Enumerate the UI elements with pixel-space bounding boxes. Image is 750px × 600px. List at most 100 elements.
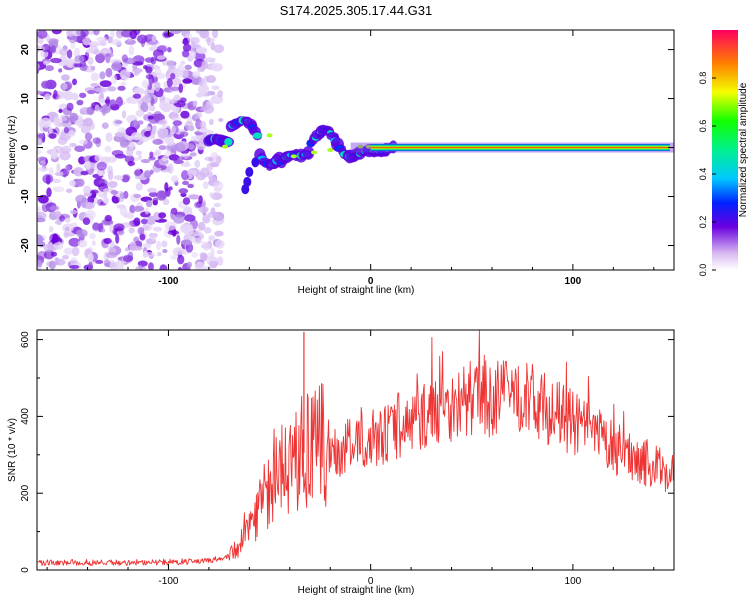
noise-speck — [99, 80, 112, 88]
noise-speck — [184, 64, 192, 71]
noise-speck — [137, 120, 144, 125]
noise-speck — [63, 247, 73, 256]
noise-speck — [110, 30, 115, 39]
noise-speck — [180, 222, 193, 233]
noise-speck — [177, 266, 183, 270]
noise-speck — [85, 160, 91, 170]
noise-speck — [45, 175, 51, 185]
noise-speck — [178, 83, 184, 94]
noise-speck — [159, 100, 168, 111]
noise-speck — [61, 254, 69, 260]
noise-speck — [79, 92, 87, 99]
noise-speck — [120, 81, 127, 87]
noise-speck — [140, 102, 149, 113]
signal-peak — [357, 144, 364, 149]
noise-speck — [171, 229, 177, 237]
signal-offshoot — [245, 167, 254, 178]
noise-speck — [53, 241, 64, 250]
noise-speck — [115, 233, 120, 244]
noise-speck — [51, 30, 62, 35]
noise-speck — [119, 192, 125, 200]
noise-speck — [159, 264, 168, 270]
noise-speck — [211, 85, 220, 91]
noise-speck — [177, 254, 185, 265]
noise-speck — [69, 209, 78, 215]
noise-speck — [127, 161, 136, 166]
colorbar-tick-label: 0.6 — [698, 120, 708, 133]
noise-speck — [79, 106, 92, 115]
noise-speck — [144, 57, 155, 63]
noise-speck — [140, 218, 148, 225]
noise-speck — [58, 108, 63, 114]
noise-speck — [88, 122, 96, 130]
noise-speck — [215, 239, 225, 249]
noise-speck — [71, 246, 80, 257]
colorbar-label: Normalized spectral amplitude — [738, 82, 749, 217]
noise-speck — [124, 155, 135, 163]
noise-speck — [144, 88, 150, 98]
noise-speck — [189, 51, 196, 60]
noise-speck — [121, 174, 131, 181]
noise-speck — [69, 142, 77, 148]
noise-speck — [103, 237, 112, 245]
noise-speck — [197, 66, 205, 73]
colorbar-tick-label: 0.2 — [698, 216, 708, 229]
noise-speck — [152, 197, 159, 204]
noise-speck — [126, 211, 135, 220]
noise-speck — [203, 57, 216, 63]
noise-speck — [132, 64, 138, 70]
noise-speck — [133, 119, 138, 128]
noise-speck — [215, 216, 225, 221]
noise-speck — [209, 192, 214, 198]
signal-peak — [222, 144, 229, 149]
noise-speck — [158, 145, 167, 151]
noise-speck — [95, 259, 104, 264]
noise-speck — [49, 205, 60, 211]
noise-speck — [37, 133, 44, 139]
noise-speck — [195, 30, 208, 35]
noise-speck — [201, 199, 207, 208]
noise-speck — [208, 235, 216, 241]
noise-speck — [62, 168, 67, 178]
noise-speck — [49, 260, 56, 270]
noise-speck — [60, 145, 72, 154]
noise-speck — [107, 180, 118, 188]
noise-speck — [74, 119, 84, 127]
noise-speck — [130, 132, 143, 141]
noise-speck — [68, 237, 81, 247]
noise-speck — [44, 93, 51, 100]
noise-speck — [132, 93, 142, 99]
noise-speck — [96, 161, 107, 171]
x-tick-label: 0 — [368, 276, 374, 287]
noise-speck — [192, 71, 201, 79]
noise-speck — [213, 202, 221, 208]
noise-speck — [83, 185, 92, 194]
noise-speck — [60, 120, 73, 128]
noise-speck — [170, 175, 179, 183]
noise-speck — [133, 87, 145, 95]
noise-speck — [63, 82, 68, 90]
noise-speck — [111, 39, 122, 46]
noise-speck — [213, 44, 225, 54]
noise-speck — [114, 120, 123, 125]
noise-speck — [197, 221, 206, 231]
noise-speck — [139, 233, 146, 241]
noise-speck — [49, 57, 62, 64]
signal-core — [224, 138, 233, 146]
noise-speck — [105, 67, 113, 78]
noise-speck — [37, 90, 44, 95]
noise-speck — [161, 155, 168, 162]
noise-speck — [103, 197, 109, 205]
noise-speck — [105, 132, 113, 143]
noise-speck — [178, 188, 189, 194]
noise-speck — [88, 41, 100, 47]
noise-speck — [104, 99, 111, 104]
y-tick-label: 10 — [20, 93, 31, 105]
noise-speck — [105, 251, 118, 259]
snr-ylabel: SNR (10 * v/v) — [7, 418, 18, 482]
noise-speck — [69, 112, 79, 123]
noise-speck — [74, 55, 85, 63]
noise-speck — [75, 229, 88, 238]
noise-speck — [66, 49, 73, 59]
